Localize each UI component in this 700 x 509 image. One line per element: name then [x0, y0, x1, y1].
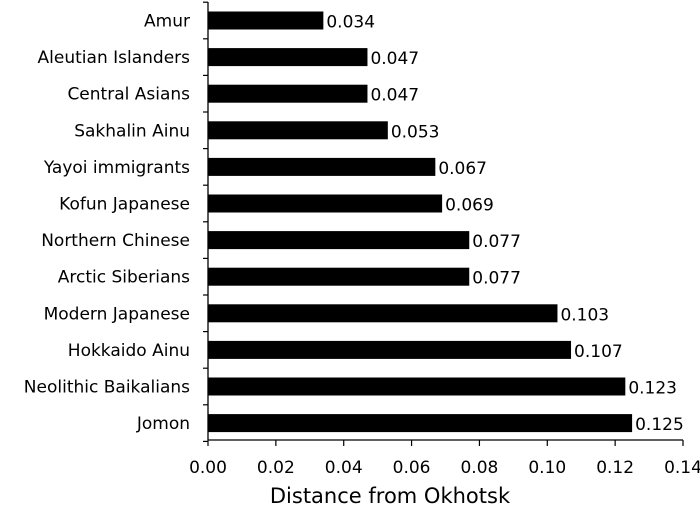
value-label: 0.077 [472, 269, 521, 289]
axes [203, 1, 683, 442]
bar [208, 340, 572, 359]
x-tick-label: 0.02 [257, 458, 295, 478]
x-tick-label: 0.06 [393, 458, 431, 478]
bar [208, 231, 470, 250]
x-tick-label: 0.04 [325, 458, 363, 478]
bar [208, 84, 368, 103]
value-label: 0.107 [574, 342, 623, 362]
category-label: Jomon [136, 414, 190, 434]
x-tick-label: 0.08 [460, 458, 498, 478]
category-label: Northern Chinese [41, 231, 190, 251]
category-label: Arctic Siberians [58, 268, 190, 288]
category-label: Kofun Japanese [59, 195, 190, 215]
category-label: Neolithic Baikalians [24, 378, 190, 398]
value-label: 0.047 [370, 86, 419, 106]
value-label: 0.067 [438, 159, 487, 179]
bar [208, 414, 633, 433]
category-label: Central Asians [67, 85, 190, 105]
category-labels: Amur Aleutian Islanders Central Asians Sakh… [24, 12, 190, 435]
x-tick-label: 0.12 [596, 458, 634, 478]
category-label: Modern Japanese [44, 304, 190, 324]
category-label: Aleutian Islanders [38, 48, 191, 68]
category-label: Amur [144, 12, 190, 32]
bar [208, 304, 558, 323]
x-tick-label: 0.10 [528, 458, 566, 478]
value-label: 0.034 [326, 13, 375, 33]
x-ticks: 0.00 0.02 0.04 0.06 0.08 0.10 0.12 0.14 [189, 440, 700, 478]
category-label: Yayoi immigrants [43, 158, 190, 178]
value-labels: 0.034 0.047 0.047 0.053 0.067 0.069 0.077 0.077… [326, 13, 683, 436]
value-label: 0.077 [472, 232, 521, 252]
bar [208, 11, 324, 30]
value-label: 0.069 [445, 196, 494, 216]
bars-group [208, 11, 633, 433]
value-label: 0.053 [391, 122, 440, 142]
bar [208, 377, 626, 396]
value-label: 0.123 [628, 379, 677, 399]
bar [208, 267, 470, 286]
x-axis-title: Distance from Okhotsk [270, 484, 511, 508]
x-tick-label: 0.14 [664, 458, 700, 478]
category-label: Hokkaido Ainu [68, 341, 190, 361]
category-label: Sakhalin Ainu [74, 121, 190, 141]
bar [208, 121, 388, 140]
bar [208, 194, 443, 213]
bar [208, 157, 436, 176]
x-tick-label: 0.00 [189, 458, 227, 478]
value-label: 0.047 [370, 49, 419, 69]
bar [208, 48, 368, 67]
value-label: 0.103 [560, 305, 609, 325]
value-label: 0.125 [635, 415, 684, 435]
